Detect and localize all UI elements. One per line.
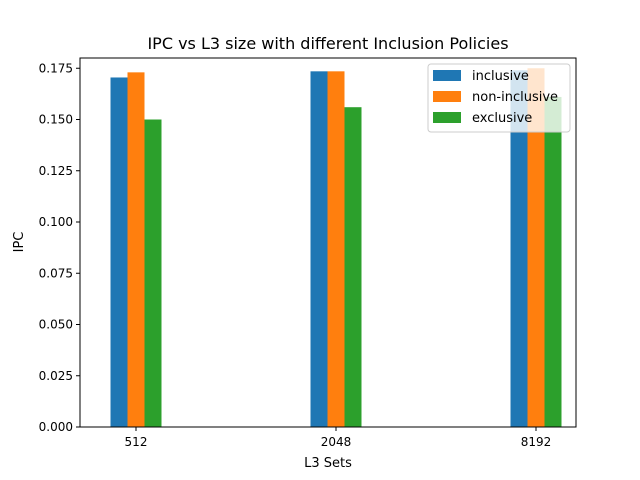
- y-axis: 0.000 0.025 0.050 0.075 0.100 0.125 0.150 0.175: [39, 61, 80, 434]
- x-tick-label: 512: [125, 435, 148, 449]
- y-tick-label: 0.125: [39, 164, 73, 178]
- legend-box: [427, 63, 571, 133]
- bars-group: [110, 68, 562, 428]
- bar-non-inclusive-2048: [327, 71, 345, 427]
- exclusive-legend-label: exclusive: [472, 111, 532, 126]
- non-inclusive-legend-swatch: [433, 91, 461, 102]
- exclusive-legend-swatch: [433, 112, 461, 123]
- bar-inclusive-2048: [310, 71, 328, 427]
- non-inclusive-legend-label: non-inclusive: [472, 90, 558, 105]
- y-tick-label: 0.075: [39, 266, 73, 280]
- chart-title: IPC vs L3 size with different Inclusion …: [147, 34, 508, 53]
- y-tick-label: 0.050: [39, 318, 73, 332]
- bar-inclusive-512: [110, 77, 128, 427]
- plot-frame: [79, 57, 577, 428]
- x-tick-label: 2048: [321, 435, 352, 449]
- y-tick-label: 0.150: [39, 113, 73, 127]
- y-tick-label: 0.025: [39, 369, 73, 383]
- bar-non-inclusive-512: [127, 72, 145, 427]
- inclusive-legend-label: inclusive: [472, 69, 529, 84]
- bar-inclusive-8192: [510, 70, 528, 428]
- inclusive-legend-swatch: [433, 70, 461, 81]
- bar-exclusive-8192: [544, 96, 562, 427]
- y-tick-label: 0.100: [39, 215, 73, 229]
- bar-non-inclusive-8192: [527, 68, 545, 427]
- bar-exclusive-2048: [344, 107, 362, 427]
- legend: inclusive non-inclusive exclusive: [427, 63, 571, 133]
- bar-exclusive-512: [144, 119, 162, 427]
- x-tick-label: 8192: [521, 435, 552, 449]
- x-axis: 512 2048 8192: [125, 427, 552, 449]
- x-axis-label: L3 Sets: [304, 456, 352, 471]
- y-axis-label: IPC: [12, 232, 27, 253]
- y-tick-label: 0.000: [39, 420, 73, 434]
- y-tick-label: 0.175: [39, 61, 73, 75]
